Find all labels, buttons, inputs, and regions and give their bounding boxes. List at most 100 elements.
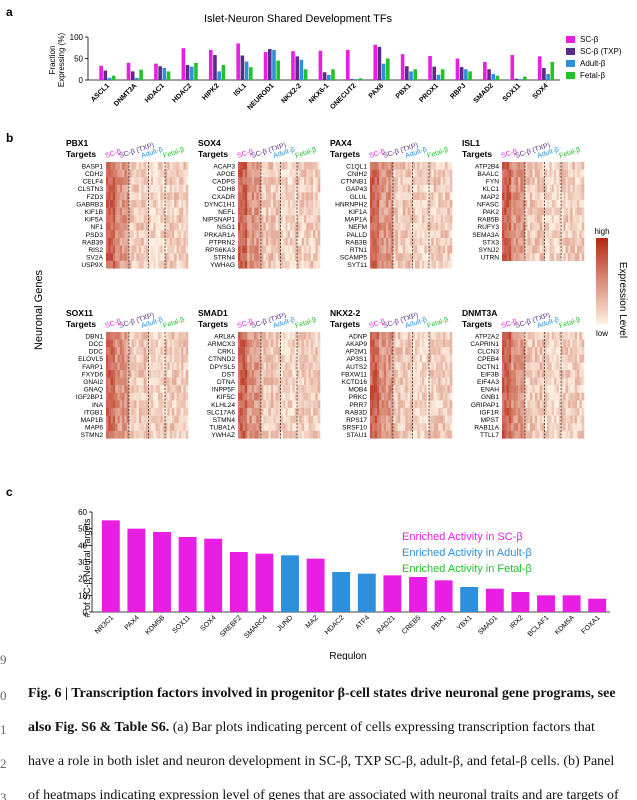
heatmap-cell <box>558 238 562 246</box>
heatmap-cell <box>579 362 583 371</box>
heatmap-cell <box>124 200 127 208</box>
heatmap-cell <box>537 245 541 254</box>
heatmap-cell <box>542 339 545 348</box>
heatmap-cell <box>306 184 309 193</box>
heatmap-cell <box>185 377 189 386</box>
heatmap-cell <box>174 222 177 231</box>
heatmap-cell <box>379 260 382 269</box>
heatmap-cell <box>386 354 389 363</box>
heatmap-cell <box>558 415 562 424</box>
heatmap-cell <box>405 377 409 386</box>
heatmap-cell <box>115 400 118 409</box>
heatmap-cell <box>174 332 177 340</box>
heatmap-cell <box>301 408 305 416</box>
heatmap-cell <box>313 385 316 393</box>
heatmap-cell <box>160 245 163 254</box>
heatmap-cell <box>258 354 262 363</box>
heatmap-cell <box>508 423 512 431</box>
heatmap-cell <box>433 260 437 269</box>
heatmap-cell <box>442 385 446 393</box>
heatmap-cell <box>435 192 439 201</box>
heatmap-cell <box>508 162 512 170</box>
heatmap-cell <box>426 253 430 261</box>
heatmap-cell <box>405 370 409 378</box>
heatmap-cell <box>431 169 434 178</box>
heatmap-cell <box>110 207 114 216</box>
heatmap-cell <box>178 385 182 393</box>
heatmap-cell <box>183 354 187 363</box>
heatmap-cell <box>131 230 135 239</box>
heatmap-cell <box>240 260 243 269</box>
heatmap-cell <box>263 253 267 261</box>
heatmap-cell <box>260 400 264 409</box>
heatmap-cell <box>308 253 312 261</box>
heatmap-cell <box>370 230 373 239</box>
heatmap-cell <box>417 230 420 239</box>
heatmap-cell <box>546 423 550 431</box>
heatmap-cell <box>561 184 564 193</box>
heatmap-cell <box>308 339 312 348</box>
heatmap-cell <box>260 207 264 216</box>
heatmap-cell <box>506 377 510 386</box>
heatmap-cell <box>440 215 444 223</box>
heatmap-cell <box>372 370 375 378</box>
heatmap-cell <box>292 332 295 340</box>
heatmap-cell <box>565 200 569 208</box>
heatmap-cell <box>386 169 389 178</box>
heatmap-cell <box>143 253 147 261</box>
bar <box>460 587 479 612</box>
heatmap-cell <box>449 377 453 386</box>
heatmap-cell <box>570 415 573 424</box>
heatmap-cell <box>108 184 111 193</box>
heatmap-cell <box>178 192 182 201</box>
heatmap-cell <box>273 184 277 193</box>
heatmap-cell <box>110 332 114 340</box>
heatmap-cell <box>138 200 142 208</box>
heatmap-cell <box>405 385 409 393</box>
heatmap-cell <box>254 245 257 254</box>
heatmap-cell <box>513 192 517 201</box>
heatmap-cell <box>410 253 413 261</box>
heatmap-cell <box>551 253 555 261</box>
heatmap-cell <box>515 169 519 178</box>
heatmap-cell <box>280 184 284 193</box>
heatmap-cell <box>290 207 293 216</box>
heatmap-cell <box>390 238 394 246</box>
heatmap-cell <box>143 200 147 208</box>
heatmap-cell <box>426 260 430 269</box>
heatmap-cell <box>143 260 147 269</box>
heatmap-cell <box>249 260 253 269</box>
heatmap-cell <box>128 362 132 371</box>
heatmap-cell <box>438 207 441 216</box>
heatmap-targets-label: Targets <box>330 149 360 159</box>
heatmap-gene-label: SLC17A6 <box>207 409 236 416</box>
heatmap-cell <box>110 162 114 170</box>
heatmap-cell <box>244 423 248 431</box>
heatmap-cell <box>285 332 288 340</box>
heatmap-cell <box>290 347 293 355</box>
heatmap-cell <box>554 415 557 424</box>
bar <box>208 49 213 80</box>
heatmap-cell <box>513 238 517 246</box>
heatmap-cell <box>301 169 305 178</box>
heatmap-cell <box>155 347 159 355</box>
heatmap-cell <box>414 253 418 261</box>
heatmap-cell <box>315 222 319 231</box>
heatmap-cell <box>185 339 189 348</box>
heatmap-cell <box>306 377 309 386</box>
heatmap-cell <box>181 184 184 193</box>
heatmap-cell <box>278 184 281 193</box>
heatmap-cell <box>133 362 137 371</box>
heatmap-cell <box>275 200 279 208</box>
heatmap-cell <box>260 230 264 239</box>
heatmap-cell <box>270 200 274 208</box>
heatmap-gene-label: YWHAZ <box>211 432 235 439</box>
heatmap-cell <box>110 354 114 363</box>
heatmap-cell <box>392 430 396 439</box>
heatmap-cell <box>581 400 585 409</box>
heatmap-cell <box>308 392 312 401</box>
heatmap-cell <box>268 430 272 439</box>
heatmap-cell <box>438 347 441 355</box>
heatmap-cell <box>388 354 391 363</box>
heatmap-cell <box>556 200 559 208</box>
